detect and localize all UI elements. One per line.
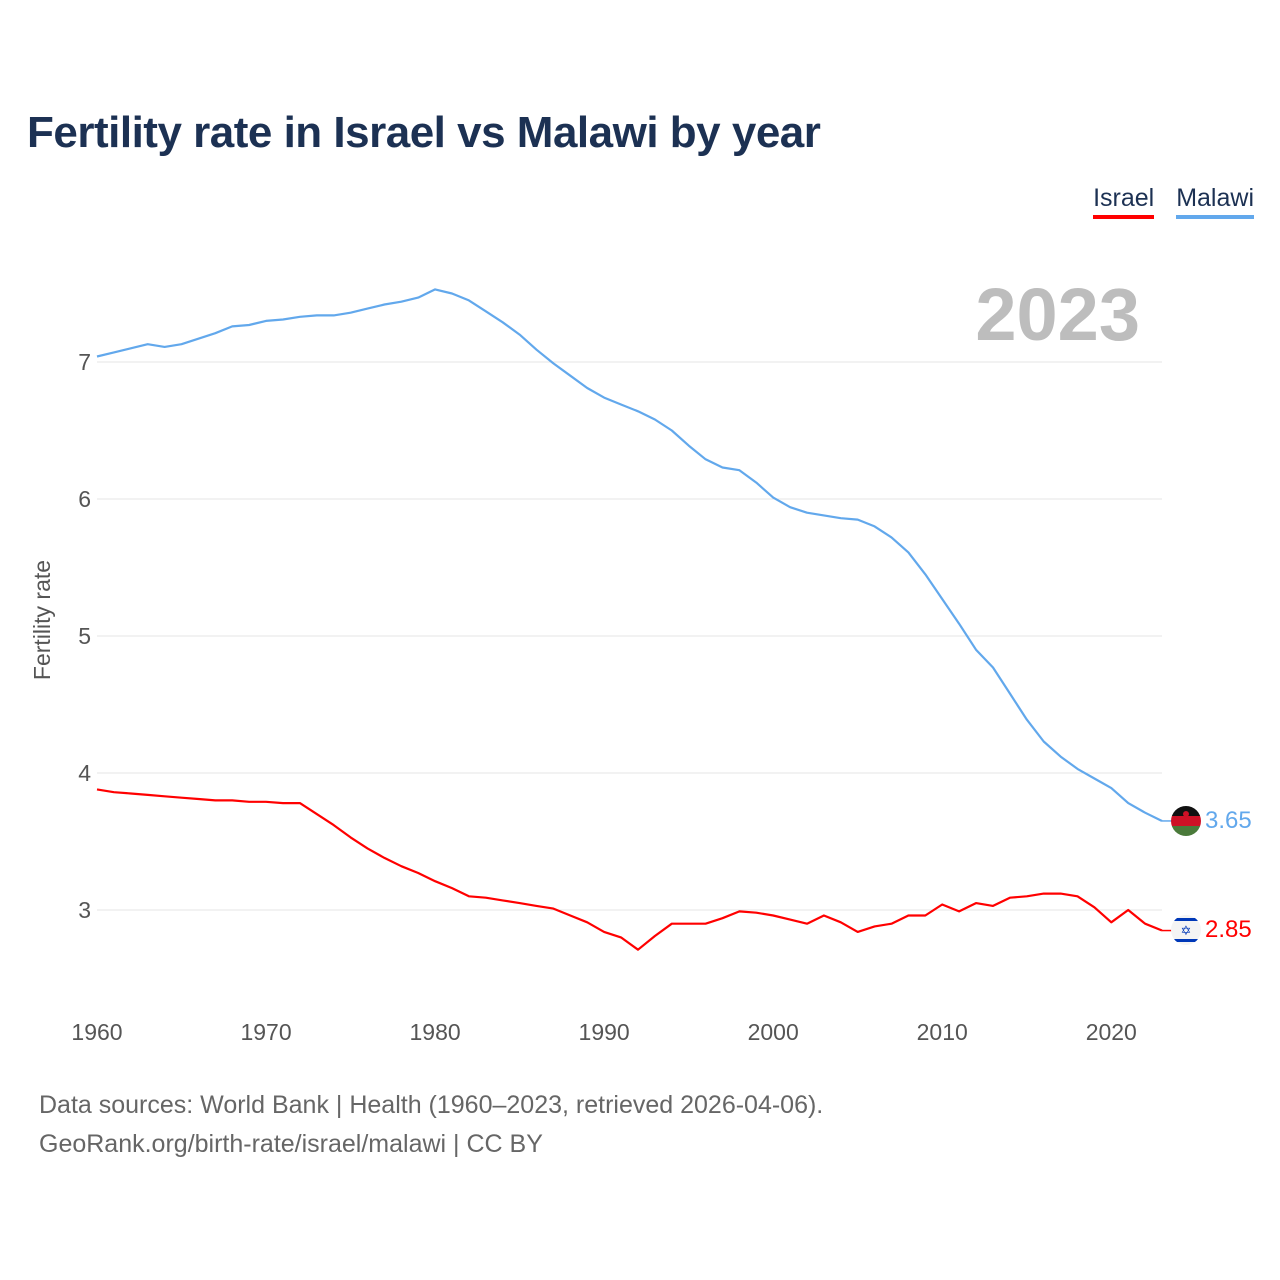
x-tick-label: 1980 (410, 1019, 461, 1045)
chart-title: Fertility rate in Israel vs Malawi by ye… (27, 108, 821, 157)
y-tick-label: 4 (78, 760, 91, 786)
source-text: Data sources: World Bank | Health (1960–… (39, 1091, 824, 1119)
y-axis-label: Fertility rate (29, 560, 55, 680)
footer: Data sources: World Bank | Health (1960–… (39, 1086, 823, 1164)
x-tick-label: 1970 (240, 1019, 291, 1045)
y-tick-label: 5 (78, 623, 91, 649)
year-label: 2023 (975, 273, 1140, 356)
y-tick-label: 7 (78, 349, 91, 375)
x-tick-label: 1960 (71, 1019, 122, 1045)
malawi-flag-icon (1171, 806, 1201, 836)
x-tick-label: 2000 (748, 1019, 799, 1045)
israel-flag-icon: ✡ (1171, 915, 1201, 945)
series-line-malawi (96, 288, 1163, 822)
y-tick-label: 3 (78, 897, 91, 923)
svg-text:✡: ✡ (1181, 924, 1192, 939)
israel-end-label: 2.85 (1205, 916, 1252, 943)
legend-item-israel[interactable]: Israel (1093, 184, 1155, 219)
legend-item-malawi[interactable]: Malawi (1176, 184, 1254, 219)
source-link[interactable]: GeoRank.org/birth-rate/israel/malawi | C… (39, 1130, 543, 1158)
malawi-end-label: 3.65 (1205, 807, 1252, 834)
x-tick-label: 2020 (1086, 1019, 1137, 1045)
series-line-israel (96, 788, 1163, 951)
x-tick-label: 2010 (917, 1019, 968, 1045)
y-tick-label: 6 (78, 486, 91, 512)
x-tick-label: 1990 (579, 1019, 630, 1045)
legend: Israel Malawi (1093, 184, 1254, 219)
